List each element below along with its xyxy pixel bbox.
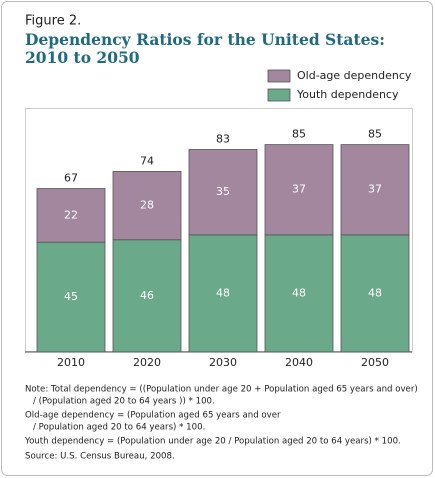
segment-label: 46 [140, 289, 154, 302]
bar-segment [264, 144, 334, 236]
segment-label: 48 [368, 286, 382, 299]
x-tick-label: 2020 [133, 356, 161, 369]
segment-label: 28 [140, 199, 154, 212]
x-tick-label: 2040 [285, 356, 313, 369]
total-label: 83 [216, 132, 230, 145]
segment-label: 22 [64, 208, 78, 221]
legend-swatch [267, 69, 291, 83]
note: Source: U.S. Census Bureau, 2008. [25, 452, 175, 462]
bar-segment [112, 171, 182, 241]
note: Old-age dependency = (Population aged 65… [25, 411, 281, 421]
note: Note: Total dependency = ((Population un… [25, 385, 418, 395]
legend-label: Youth dependency [296, 88, 399, 101]
segment-label: 37 [292, 183, 306, 196]
x-tick-label: 2010 [57, 356, 85, 369]
note: / Population aged 20 to 64 years) * 100. [33, 423, 205, 433]
bar-segment [264, 234, 334, 353]
segment-label: 37 [368, 183, 382, 196]
x-tick-label: 2050 [361, 356, 389, 369]
bar-segment [112, 239, 182, 353]
note: / (Population aged 20 to 64 years )) * 1… [33, 397, 215, 407]
total-label: 85 [292, 128, 306, 141]
segment-label: 45 [64, 290, 78, 303]
chart-title: 2010 to 2050 [25, 48, 140, 67]
segment-label: 48 [216, 286, 230, 299]
chart-title: Dependency Ratios for the United States: [25, 30, 385, 49]
bar-segment [340, 144, 410, 236]
bar-segment [36, 188, 106, 243]
bar-segment [340, 234, 410, 353]
total-label: 85 [368, 128, 382, 141]
figure-label: Figure 2. [25, 14, 81, 29]
legend-swatch [267, 88, 291, 102]
total-label: 74 [140, 154, 154, 167]
bar-segment [188, 149, 258, 236]
note: Youth dependency = (Population under age… [24, 437, 401, 447]
segment-label: 35 [216, 185, 230, 198]
segment-label: 48 [292, 286, 306, 299]
bar-segment [188, 234, 258, 353]
bar-segment [36, 241, 106, 353]
total-label: 67 [64, 172, 78, 185]
x-tick-label: 2030 [209, 356, 237, 369]
legend-label: Old-age dependency [297, 69, 412, 82]
